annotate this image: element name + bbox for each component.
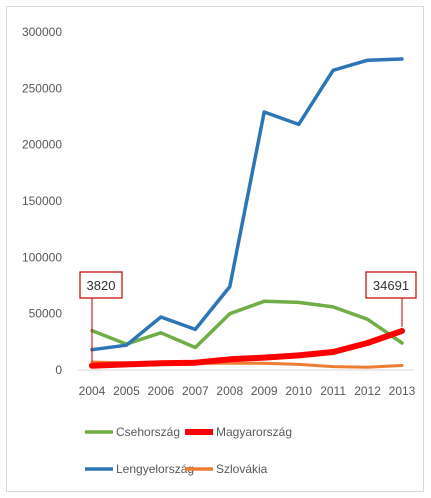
y-tick-label: 0 <box>55 363 62 377</box>
y-tick-label: 200000 <box>22 138 62 152</box>
x-tick-label: 2009 <box>251 384 278 398</box>
x-tick-label: 2005 <box>113 384 140 398</box>
chart-frame <box>6 6 424 492</box>
legend-label-lengyelország: Lengyelország <box>116 462 194 476</box>
series-line-magyarország <box>89 327 405 369</box>
legend-label-szlovákia: Szlovákia <box>216 462 268 476</box>
x-tick-label: 2006 <box>148 384 175 398</box>
y-tick-label: 100000 <box>22 250 62 264</box>
annotation-box <box>365 271 417 299</box>
x-tick-label: 2007 <box>182 384 209 398</box>
x-tick-label: 2013 <box>389 384 416 398</box>
x-tick-label: 2011 <box>320 384 346 398</box>
y-tick-label: 300000 <box>22 25 62 39</box>
annotation-label: 3820 <box>87 278 116 293</box>
series-line-lengyelország <box>90 57 404 352</box>
annotation-box <box>79 271 123 299</box>
legend-label-csehország: Csehország <box>116 425 180 439</box>
y-tick-label: 50000 <box>29 307 63 321</box>
legend-label-magyarország: Magyarország <box>216 425 292 439</box>
x-tick-label: 2008 <box>216 384 243 398</box>
series-line-csehország <box>90 299 404 350</box>
x-tick-label: 2004 <box>79 384 106 398</box>
y-tick-label: 250000 <box>22 81 62 95</box>
x-tick-label: 2012 <box>354 384 381 398</box>
annotation-label: 34691 <box>373 278 409 293</box>
y-tick-label: 150000 <box>22 194 62 208</box>
x-tick-label: 2010 <box>285 384 312 398</box>
